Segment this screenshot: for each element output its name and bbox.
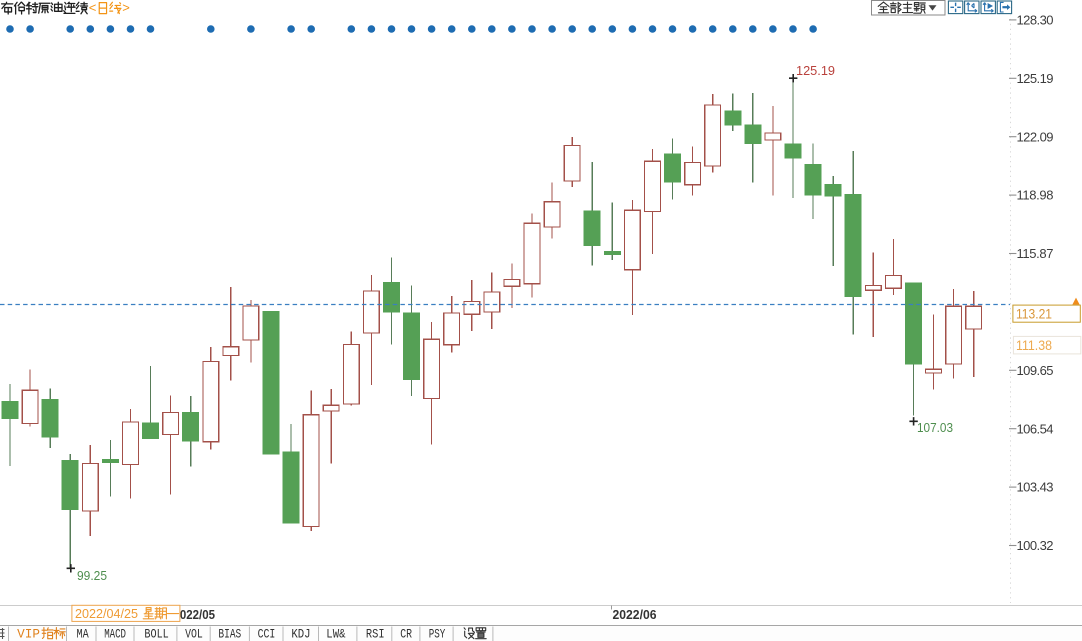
svg-text:106.54: 106.54 xyxy=(1017,421,1054,436)
svg-text:VOL: VOL xyxy=(185,628,203,641)
svg-text:2022/05: 2022/05 xyxy=(174,607,216,622)
svg-text:CR: CR xyxy=(400,628,412,641)
svg-text:2022/06: 2022/06 xyxy=(613,607,657,622)
svg-text:RSI: RSI xyxy=(366,628,385,641)
svg-text:>: > xyxy=(122,0,130,15)
svg-text:115.87: 115.87 xyxy=(1017,246,1054,261)
svg-text:MACD: MACD xyxy=(104,628,126,641)
svg-text:103.43: 103.43 xyxy=(1017,480,1054,495)
svg-text:BOLL: BOLL xyxy=(144,628,168,641)
svg-text:MA: MA xyxy=(77,628,90,641)
svg-text:2022/04/25: 2022/04/25 xyxy=(75,606,138,621)
svg-text:99.25: 99.25 xyxy=(77,568,107,583)
svg-text:VIP: VIP xyxy=(17,628,40,641)
svg-text:KDJ: KDJ xyxy=(291,628,310,641)
svg-text:125.19: 125.19 xyxy=(796,63,835,78)
svg-text:118.98: 118.98 xyxy=(1017,188,1054,203)
svg-text:PSY: PSY xyxy=(429,628,446,641)
svg-text:113.21: 113.21 xyxy=(1016,306,1052,321)
svg-text:128.30: 128.30 xyxy=(1017,13,1054,28)
svg-text:109.65: 109.65 xyxy=(1017,363,1054,378)
svg-text:BIAS: BIAS xyxy=(218,628,241,641)
svg-text:LW&: LW& xyxy=(326,628,346,641)
svg-text:122.09: 122.09 xyxy=(1017,129,1054,144)
svg-text:125.19: 125.19 xyxy=(1017,71,1054,86)
svg-text:107.03: 107.03 xyxy=(917,420,953,435)
svg-text:CCI: CCI xyxy=(258,628,276,641)
svg-text:111.38: 111.38 xyxy=(1016,338,1052,353)
svg-text:100.32: 100.32 xyxy=(1017,538,1054,553)
svg-text:<: < xyxy=(89,0,97,15)
